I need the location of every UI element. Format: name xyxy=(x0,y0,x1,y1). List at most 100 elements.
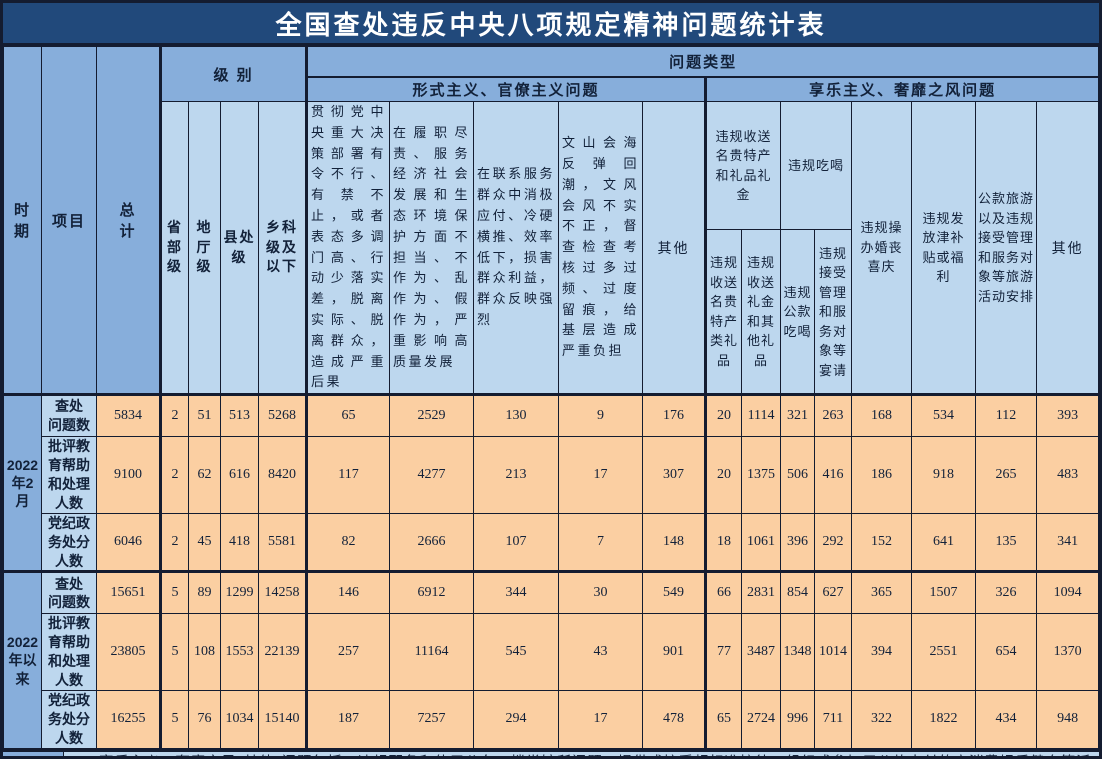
header-formalism-group: 形式主义、官僚主义问题 xyxy=(305,76,707,102)
data-cell: 326 xyxy=(975,570,1038,615)
data-cell: 16255 xyxy=(96,689,161,749)
data-cell: 483 xyxy=(1036,436,1099,514)
data-cell: 341 xyxy=(1036,512,1099,573)
row-label: 批评教 育帮助 和处理 人数 xyxy=(41,613,97,691)
data-cell: 45 xyxy=(188,512,221,573)
notes-row: 备注 享乐主义、奢靡之风“其他”问题包括：违规配备和使用公车、楼堂馆所问题、提供… xyxy=(3,748,1099,756)
period-label: 2022年以来 xyxy=(3,570,42,749)
data-cell: 1014 xyxy=(814,613,853,691)
header-row-1: 时期 项目 总 计 级 别 问题类型 xyxy=(3,45,1099,396)
data-cell: 2666 xyxy=(389,512,475,573)
data-cell: 641 xyxy=(911,512,977,573)
data-cell: 365 xyxy=(851,570,913,615)
data-cell: 549 xyxy=(642,570,707,615)
data-cell: 545 xyxy=(473,613,560,691)
data-cell: 534 xyxy=(911,393,977,438)
data-cell: 6912 xyxy=(389,570,475,615)
header-banquet-invitations: 违规接受管理和服务对象等宴请 xyxy=(814,229,853,396)
data-cell: 307 xyxy=(642,436,707,514)
header-formalism-col-2: 在履职尽责、服务经济社会发展和生态环境保护方面不担当、不作为、乱作为、假作为，严… xyxy=(389,100,475,396)
data-cell: 1034 xyxy=(220,689,259,749)
data-cell: 513 xyxy=(220,393,259,438)
data-cell: 15140 xyxy=(257,689,308,749)
data-cell: 292 xyxy=(814,512,853,573)
data-cell: 344 xyxy=(473,570,560,615)
data-cell: 5 xyxy=(159,689,189,749)
data-cell: 17 xyxy=(558,689,644,749)
header-row-4: 违规收送名贵特产类礼品 违规收送礼金和其他礼品 违规公款吃喝 违规接受管理和服务… xyxy=(4,229,1099,396)
header-cash-gifts: 违规收送礼金和其他礼品 xyxy=(741,229,782,396)
header-gifts-group: 违规收送名贵特产和礼品礼金 xyxy=(704,100,782,231)
row-label: 党纪政 务处分 人数 xyxy=(41,512,97,573)
data-cell: 394 xyxy=(851,613,913,691)
data-cell: 5581 xyxy=(257,512,308,573)
data-cell: 654 xyxy=(975,613,1038,691)
data-cell: 20 xyxy=(704,436,743,514)
data-cell: 1553 xyxy=(220,613,259,691)
data-cell: 9 xyxy=(558,393,644,438)
row-label: 党纪政 务处分 人数 xyxy=(41,689,97,749)
data-cell: 112 xyxy=(975,393,1038,438)
data-cell: 627 xyxy=(814,570,853,615)
data-cell: 43 xyxy=(558,613,644,691)
data-cell: 294 xyxy=(473,689,560,749)
header-problem-type: 问题类型 xyxy=(305,46,1099,78)
data-cell: 901 xyxy=(642,613,707,691)
data-cell: 434 xyxy=(975,689,1038,749)
data-cell: 6046 xyxy=(96,512,161,573)
header-total: 总 计 xyxy=(96,45,161,396)
data-cell: 5 xyxy=(159,613,189,691)
data-cell: 1061 xyxy=(741,512,782,573)
data-cell: 416 xyxy=(814,436,853,514)
header-public-funds-dining: 违规公款吃喝 xyxy=(780,229,816,396)
statistics-table: 时期 项目 总 计 级 别 问题类型 形式主义、官僚主义问题 享乐主义、奢靡之风… xyxy=(3,45,1099,749)
row-label: 批评教 育帮助 和处理 人数 xyxy=(41,436,97,514)
row-label: 查处 问题数 xyxy=(41,570,97,615)
data-cell: 130 xyxy=(473,393,560,438)
data-cell: 5268 xyxy=(257,393,308,438)
data-cell: 2529 xyxy=(389,393,475,438)
data-cell: 396 xyxy=(780,512,816,573)
header-item: 项目 xyxy=(41,45,97,396)
data-cell: 23805 xyxy=(96,613,161,691)
data-cell: 22139 xyxy=(257,613,308,691)
data-cell: 9100 xyxy=(96,436,161,514)
data-cell: 322 xyxy=(851,689,913,749)
data-cell: 418 xyxy=(220,512,259,573)
data-cell: 1114 xyxy=(741,393,782,438)
data-cell: 89 xyxy=(188,570,221,615)
data-cell: 168 xyxy=(851,393,913,438)
data-cell: 996 xyxy=(780,689,816,749)
header-period: 时期 xyxy=(3,45,42,396)
table-row: 批评教 育帮助 和处理 人数 9100 2 62 616 8420 117 42… xyxy=(4,436,1099,514)
header-hedonism-group: 享乐主义、奢靡之风问题 xyxy=(704,76,1099,102)
data-cell: 7257 xyxy=(389,689,475,749)
table-row: 2022年以来 查处 问题数 15651 5 89 1299 14258 146… xyxy=(3,570,1099,749)
data-cell: 18 xyxy=(704,512,743,573)
data-cell: 1375 xyxy=(741,436,782,514)
row-label: 查处 问题数 xyxy=(41,393,97,438)
data-cell: 8420 xyxy=(257,436,308,514)
notes-content: 享乐主义、奢靡之风“其他”问题包括：违规配备和使用公车、楼堂馆所问题、提供或接受… xyxy=(64,751,1099,756)
data-cell: 5 xyxy=(159,570,189,615)
data-cell: 62 xyxy=(188,436,221,514)
data-cell: 65 xyxy=(305,393,391,438)
notes-label: 备注 xyxy=(3,751,64,756)
data-cell: 51 xyxy=(188,393,221,438)
data-cell: 854 xyxy=(780,570,816,615)
data-cell: 135 xyxy=(975,512,1038,573)
data-cell: 107 xyxy=(473,512,560,573)
data-cell: 15651 xyxy=(96,570,161,615)
header-formalism-col-3: 在联系服务群众中消极应付、冷硬横推、效率低下，损害群众利益，群众反映强烈 xyxy=(473,100,560,396)
data-cell: 3487 xyxy=(741,613,782,691)
header-specialty-gifts: 违规收送名贵特产类礼品 xyxy=(704,229,743,396)
table-row: 批评教 育帮助 和处理 人数 23805 5 108 1553 22139 25… xyxy=(4,613,1099,691)
header-level-group: 级 别 xyxy=(158,46,308,102)
data-cell: 213 xyxy=(473,436,560,514)
data-cell: 148 xyxy=(642,512,707,573)
data-cell: 2 xyxy=(159,512,189,573)
data-cell: 17 xyxy=(558,436,644,514)
data-cell: 108 xyxy=(188,613,221,691)
header-formalism-other: 其他 xyxy=(642,100,707,396)
data-cell: 117 xyxy=(305,436,391,514)
